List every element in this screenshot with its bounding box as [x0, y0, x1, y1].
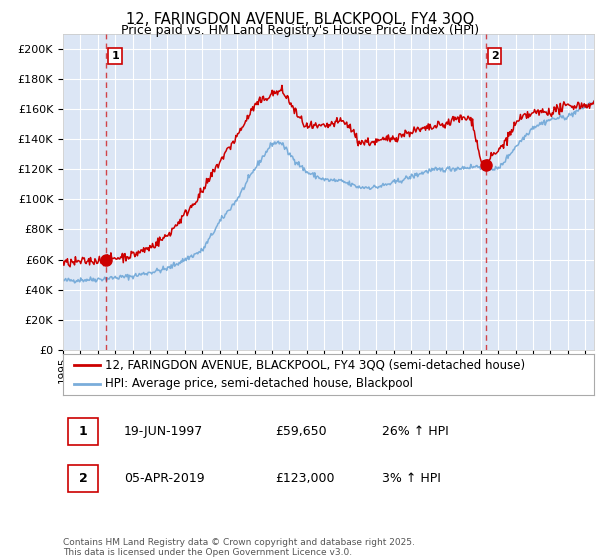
- Text: £59,650: £59,650: [275, 425, 327, 438]
- Text: 1: 1: [111, 51, 119, 61]
- Text: 2: 2: [491, 51, 499, 61]
- Text: 05-APR-2019: 05-APR-2019: [124, 472, 205, 485]
- Text: 3% ↑ HPI: 3% ↑ HPI: [382, 472, 440, 485]
- Text: Contains HM Land Registry data © Crown copyright and database right 2025.
This d: Contains HM Land Registry data © Crown c…: [63, 538, 415, 557]
- Text: HPI: Average price, semi-detached house, Blackpool: HPI: Average price, semi-detached house,…: [106, 377, 413, 390]
- Text: 2: 2: [79, 472, 87, 485]
- Text: Price paid vs. HM Land Registry's House Price Index (HPI): Price paid vs. HM Land Registry's House …: [121, 24, 479, 36]
- Text: 26% ↑ HPI: 26% ↑ HPI: [382, 425, 448, 438]
- Text: £123,000: £123,000: [275, 472, 335, 485]
- Text: 12, FARINGDON AVENUE, BLACKPOOL, FY4 3QQ (semi-detached house): 12, FARINGDON AVENUE, BLACKPOOL, FY4 3QQ…: [106, 359, 526, 372]
- FancyBboxPatch shape: [68, 465, 98, 492]
- Text: 1: 1: [79, 425, 87, 438]
- Text: 12, FARINGDON AVENUE, BLACKPOOL, FY4 3QQ: 12, FARINGDON AVENUE, BLACKPOOL, FY4 3QQ: [126, 12, 474, 27]
- Text: 19-JUN-1997: 19-JUN-1997: [124, 425, 203, 438]
- FancyBboxPatch shape: [68, 418, 98, 445]
